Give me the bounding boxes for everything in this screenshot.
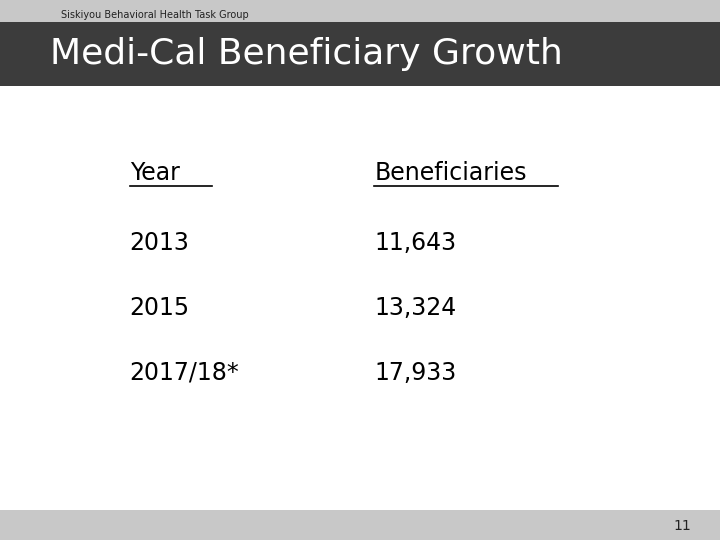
Text: 17,933: 17,933 <box>374 361 456 384</box>
Text: 11,643: 11,643 <box>374 231 456 255</box>
Text: 13,324: 13,324 <box>374 296 456 320</box>
Text: 2013: 2013 <box>130 231 189 255</box>
Text: Beneficiaries: Beneficiaries <box>374 161 527 185</box>
Text: Year: Year <box>130 161 179 185</box>
Text: Medi-Cal Beneficiary Growth: Medi-Cal Beneficiary Growth <box>50 37 563 71</box>
Text: Siskiyou Behavioral Health Task Group: Siskiyou Behavioral Health Task Group <box>61 10 249 20</box>
Text: 2015: 2015 <box>130 296 190 320</box>
Text: 11: 11 <box>673 519 691 534</box>
Text: 2017/18*: 2017/18* <box>130 361 239 384</box>
